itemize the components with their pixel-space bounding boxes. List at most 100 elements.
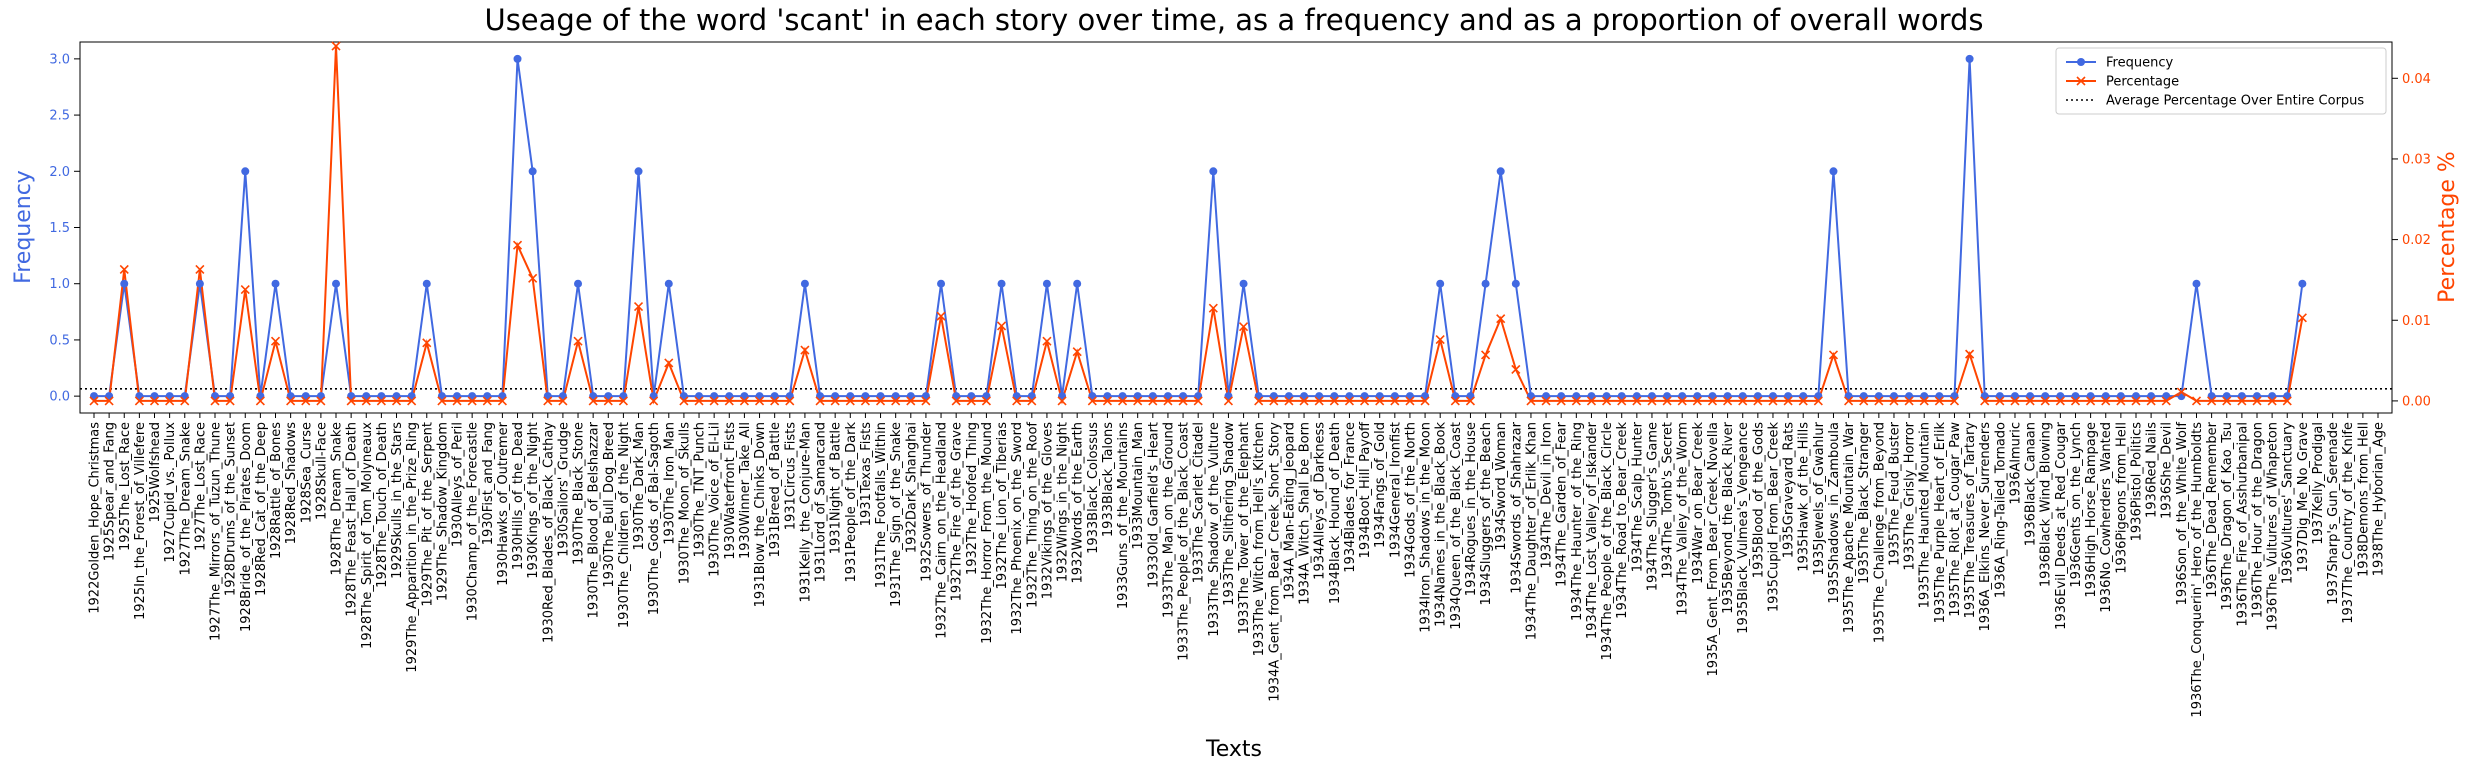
x-tick-label: 1934Fangs_of_Gold — [1373, 422, 1388, 548]
frequency-point — [2192, 279, 2201, 288]
right-tick-label: 0.00 — [2402, 394, 2431, 409]
percentage-point — [1965, 349, 1975, 359]
percentage-point — [1042, 336, 1052, 346]
percentage-point — [1178, 396, 1188, 406]
legend-box — [2055, 47, 2387, 115]
x-tick-label: 1936Black_Canaan — [2024, 422, 2039, 546]
percentage-point — [724, 396, 734, 406]
percentage-point — [270, 336, 281, 346]
percentage-point — [1375, 396, 1385, 406]
frequency-point — [195, 279, 204, 288]
percentage-point — [331, 41, 341, 51]
percentage-point — [618, 396, 628, 406]
x-tick-label: 1936The_Fire_of_Asshurbanipal — [2235, 422, 2250, 627]
percentage-point — [89, 396, 99, 406]
x-tick-label: 1928The_Touch_of_Death — [375, 422, 390, 588]
x-tick-label: 1930Hills_of_the_Dead — [511, 422, 526, 570]
x-tick-label: 1934Sword_Woman — [1494, 422, 1509, 551]
x-tick-label: 1934Iron_Shadows_in_the_Moon — [1419, 422, 1434, 633]
x-tick-label: 1928The_Dream_Snake — [330, 422, 345, 575]
x-tick-label: 1930The_Children_of_the_Night — [617, 422, 632, 628]
percentage-point — [1238, 322, 1249, 332]
frequency-point — [1042, 279, 1051, 288]
percentage-point — [1117, 396, 1128, 406]
percentage-point — [2101, 396, 2111, 406]
x-tick-label: 1922Golden_Hope_Christmas — [88, 422, 103, 614]
x-tick-label: 1936No_Cowherders_Wanted — [2099, 422, 2114, 613]
percentage-point — [1163, 396, 1173, 406]
x-tick-label: 1933The_People_of_the_Black_Coast — [1177, 422, 1192, 661]
x-tick-label: 1927Cupid_vs._Pollux — [163, 422, 178, 563]
x-tick-label: 1934A_Gent_from_Bear_Creek_Short_Story — [1267, 422, 1282, 702]
x-tick-label: 1931The_Sign_of_the_Snake — [889, 422, 904, 607]
percentage-point — [1859, 396, 1869, 406]
percentage-point — [104, 396, 114, 406]
frequency-point — [271, 279, 280, 288]
x-tick-label: 1934Gods_of_the_North — [1403, 422, 1418, 578]
frequency-point — [1829, 167, 1838, 176]
x-tick-label: 1934Alleys_of_Darkness — [1313, 422, 1328, 580]
x-tick-label: 1925The_Lost_Race — [118, 422, 133, 551]
x-tick-label: 1936A_Elkins_Never_Surrenders — [1978, 422, 1993, 632]
percentage-point — [1299, 396, 1309, 406]
x-tick-label: 1938The_Hyborian_Age — [2372, 422, 2387, 576]
frequency-point — [1481, 279, 1490, 288]
x-tick-label: 1934A_Man-Eating_Jeopard — [1282, 422, 1297, 600]
percentage-point — [1723, 396, 1733, 406]
x-tick-label: 1932The_Thing_on_the_Roof — [1025, 422, 1040, 608]
percentage-point — [1813, 396, 1823, 406]
percentage-point — [1571, 396, 1581, 406]
percentage-point — [800, 345, 810, 355]
percentage-point — [1390, 396, 1400, 406]
left-tick-label: 1.5 — [49, 221, 70, 236]
x-tick-label: 1928Red_Cat_of_the_Deep — [254, 422, 269, 596]
percentage-point — [815, 396, 825, 406]
percentage-point — [1329, 396, 1339, 406]
frequency-point — [241, 167, 250, 176]
x-tick-label: 1935Hawk_of_the_Hills — [1797, 422, 1812, 572]
x-tick-label: 1930The_Iron_Man — [662, 422, 677, 545]
x-tick-label: 1936The_Conquerin'_Hero_of_the_Humboldts — [2190, 422, 2205, 718]
x-tick-label: 1931People_of_the_Dark — [844, 422, 859, 583]
percentage-point — [195, 264, 205, 275]
percentage-point — [2252, 396, 2262, 406]
frequency-point — [1209, 167, 1218, 176]
x-tick-label: 1935The_Haunted_Mountain — [1918, 422, 1933, 608]
left-tick-label: 3.0 — [49, 52, 70, 67]
frequency-point — [332, 279, 341, 288]
x-tick-label: 1930The_Black_Stone — [572, 422, 587, 565]
percentage-point — [1269, 396, 1279, 406]
x-tick-label: 1930Alleys_of_Peril — [451, 422, 466, 547]
left-axis-label: Frequency — [11, 170, 36, 284]
x-tick-label: 1934Black_Hound_of_Death — [1328, 422, 1343, 604]
percentage-point — [996, 321, 1007, 331]
x-tick-label: 1933Old_Garfield's_Heart — [1146, 422, 1161, 588]
percentage-point — [709, 396, 719, 406]
x-tick-label: 1932The_Lion_of_Tiberias — [995, 422, 1010, 590]
percentage-point — [376, 396, 386, 406]
legend-entry: Percentage — [2066, 75, 2179, 90]
percentage-point — [2146, 396, 2156, 406]
percentage-point — [739, 396, 749, 406]
x-tick-label: 1937The_Country_of_the_Knife — [2341, 422, 2356, 624]
percentage-point — [1753, 396, 1763, 406]
x-tick-label: 1930The_Gods_of_Bal-Sagoth — [647, 422, 662, 615]
x-tick-label: 1935Graveyard_Rats — [1782, 422, 1797, 558]
x-tick-label: 1934The_Scalp_Hunter — [1630, 421, 1645, 572]
x-tick-label: 1930Waterfront_Fists — [723, 422, 738, 560]
x-tick-label: 1933The_Man_on_the_Ground — [1161, 422, 1176, 618]
percentage-point — [2010, 396, 2020, 406]
percentage-point — [2161, 396, 2171, 406]
percentage-point — [316, 396, 326, 406]
x-tick-label: 1931Lord_of_Samarcand — [814, 422, 829, 582]
right-axis-label: Percentage % — [2435, 151, 2460, 303]
percentage-point — [2222, 396, 2232, 406]
percentage-point — [1284, 396, 1294, 406]
x-tick-label: 1936Vultures'_Sanctuary — [2281, 422, 2296, 584]
percentage-point — [286, 396, 296, 406]
right-tick-label: 0.01 — [2402, 314, 2431, 329]
percentage-point — [437, 396, 447, 406]
x-axis-label: Texts — [1205, 737, 1262, 762]
x-tick-label: 1934Boot_Hill_Payoff — [1358, 421, 1373, 558]
frequency-point — [2298, 279, 2307, 288]
